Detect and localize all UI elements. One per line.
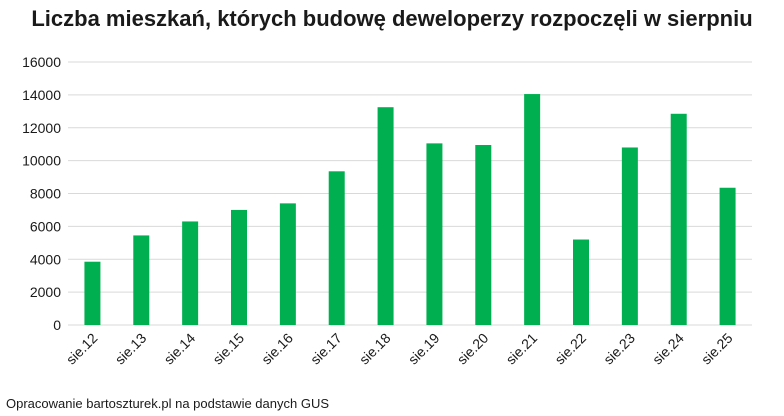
x-tick-label: sie.14 bbox=[161, 330, 199, 368]
y-tick-label: 14000 bbox=[22, 87, 61, 103]
y-tick-label: 2000 bbox=[30, 284, 61, 300]
bar-sie.23 bbox=[621, 147, 638, 325]
y-tick-label: 16000 bbox=[22, 54, 61, 70]
y-tick-label: 12000 bbox=[22, 120, 61, 136]
y-axis-tick-labels: 0 2000 4000 6000 8000 10000 12000 14000 16000 bbox=[22, 54, 61, 333]
x-tick-label: sie.18 bbox=[356, 330, 394, 368]
x-tick-label: sie.19 bbox=[405, 330, 443, 368]
bar-sie.17 bbox=[328, 171, 345, 325]
y-tick-label: 10000 bbox=[22, 153, 61, 169]
x-tick-label: sie.20 bbox=[454, 330, 492, 368]
x-tick-label: sie.24 bbox=[649, 330, 687, 368]
bar-sie.12 bbox=[84, 261, 101, 325]
x-tick-label: sie.17 bbox=[307, 330, 345, 368]
y-tick-label: 0 bbox=[53, 317, 61, 333]
bar-sie.19 bbox=[426, 143, 443, 325]
gridlines bbox=[68, 61, 752, 326]
bars bbox=[84, 94, 736, 325]
x-tick-label: sie.23 bbox=[600, 330, 638, 368]
x-tick-label: sie.22 bbox=[551, 330, 589, 368]
bar-sie.24 bbox=[670, 113, 687, 325]
chart-title: Liczba mieszkań, których budowę dewelope… bbox=[31, 6, 753, 31]
x-tick-label: sie.16 bbox=[258, 330, 296, 368]
x-axis-tick-labels: sie.12 sie.13 sie.14 sie.15 sie.16 sie.17 sie.… bbox=[63, 330, 736, 368]
y-tick-label: 4000 bbox=[30, 251, 61, 267]
bar-sie.22 bbox=[573, 239, 589, 325]
bar-sie.18 bbox=[377, 107, 394, 325]
x-tick-label: sie.15 bbox=[209, 330, 247, 368]
bar-sie.14 bbox=[182, 221, 199, 325]
y-tick-label: 6000 bbox=[30, 218, 61, 234]
bar-sie.25 bbox=[719, 187, 736, 325]
x-tick-label: sie.13 bbox=[112, 330, 150, 368]
x-tick-label: sie.12 bbox=[63, 330, 101, 368]
x-tick-label: sie.25 bbox=[698, 330, 736, 368]
x-tick-label: sie.21 bbox=[503, 330, 541, 368]
source-footnote: Opracowanie bartoszturek.pl na podstawie… bbox=[6, 396, 330, 411]
bar-sie.20 bbox=[475, 145, 492, 325]
bar-sie.16 bbox=[279, 203, 296, 325]
bar-sie.15 bbox=[231, 209, 247, 325]
y-tick-label: 8000 bbox=[30, 186, 61, 202]
bar-sie.21 bbox=[524, 94, 541, 325]
bar-sie.13 bbox=[133, 235, 150, 325]
